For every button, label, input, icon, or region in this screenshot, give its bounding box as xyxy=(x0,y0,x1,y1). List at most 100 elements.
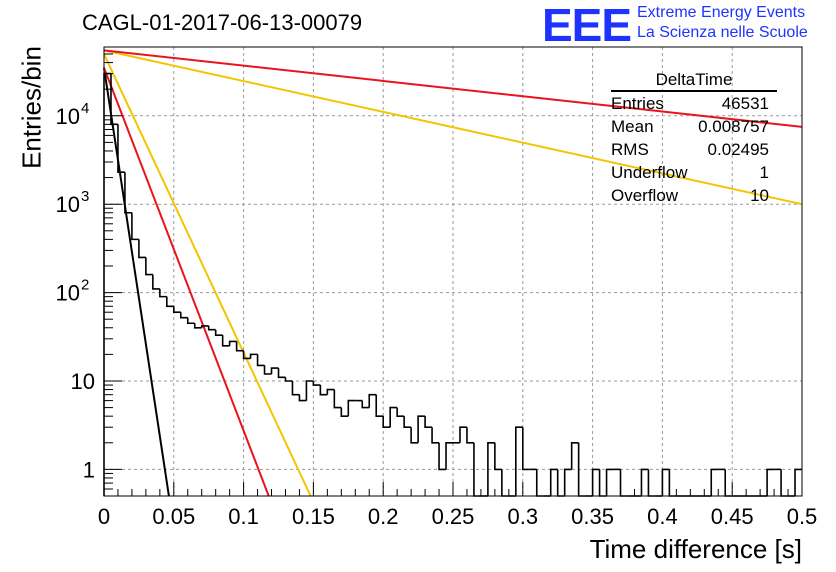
histogram-bin xyxy=(556,469,565,497)
histogram-bin xyxy=(619,469,628,497)
histogram-bin xyxy=(256,354,265,367)
y-tick-label: 10 xyxy=(56,281,80,306)
histogram-bin xyxy=(277,368,286,379)
y-tick-exponent: 4 xyxy=(81,100,89,117)
histogram-bin xyxy=(186,317,195,325)
fit-line xyxy=(103,49,803,206)
stats-row-entries: Entries 46531 xyxy=(611,92,777,115)
histogram-bin xyxy=(138,239,146,259)
stats-label: Underflow xyxy=(611,163,688,182)
stats-value: 0.008757 xyxy=(698,117,769,136)
stats-value: 1 xyxy=(759,163,769,182)
eee-logo: EEE xyxy=(542,0,632,51)
histogram-bin xyxy=(598,469,607,497)
y-tick-exponent: 3 xyxy=(81,188,89,205)
x-tick-label: 0.5 xyxy=(787,504,818,529)
histogram-bin xyxy=(535,469,544,497)
histogram-bin xyxy=(117,124,125,174)
histogram-bin xyxy=(563,468,572,496)
histogram-bin xyxy=(605,468,614,496)
stats-row-overflow: Overflow 10 xyxy=(611,184,777,207)
histogram-bin xyxy=(780,469,789,497)
histogram-bin xyxy=(375,394,384,417)
x-tick-label: 0.2 xyxy=(368,504,399,529)
histogram-bin xyxy=(179,312,188,319)
x-axis-label: Time difference [s] xyxy=(589,534,802,564)
stats-label: Overflow xyxy=(611,186,679,205)
fit-line xyxy=(103,67,170,497)
histogram-bin xyxy=(193,323,202,329)
histogram-bin xyxy=(200,325,209,328)
histogram-bin xyxy=(333,389,342,409)
x-tick-label: 0.25 xyxy=(432,504,475,529)
histogram-bin xyxy=(361,400,370,409)
fit-lines xyxy=(103,49,803,497)
y-tick-label: 10 xyxy=(56,192,80,217)
x-tick-label: 0.3 xyxy=(508,504,539,529)
histogram-bin xyxy=(647,469,656,497)
logo-line-1: Extreme Energy Events xyxy=(637,4,806,21)
stats-row-mean: Mean 0.008757 xyxy=(611,115,777,138)
stats-row-rms: RMS 0.02495 xyxy=(611,138,777,161)
histogram-bin xyxy=(417,415,426,443)
histogram-bin xyxy=(152,274,160,290)
histogram-bin xyxy=(221,335,230,347)
histogram-bin xyxy=(270,367,279,374)
histogram-bin xyxy=(382,416,391,429)
histogram-bin xyxy=(298,394,307,402)
histogram-bin xyxy=(207,325,216,331)
y-tick-label: 10 xyxy=(56,104,80,129)
histogram-bin xyxy=(403,416,412,429)
histogram-bin xyxy=(124,172,132,214)
histogram-bin xyxy=(710,468,719,496)
x-tick-label: 0.1 xyxy=(228,504,259,529)
histogram-bin xyxy=(312,380,321,386)
histogram-bin xyxy=(661,468,670,496)
x-tick-label: 0.35 xyxy=(571,504,614,529)
histogram-bin xyxy=(794,468,802,496)
histogram-bin xyxy=(494,442,502,471)
histogram-bin xyxy=(515,426,523,496)
histogram-bin xyxy=(668,469,677,497)
histogram-bin xyxy=(319,385,328,396)
histogram-bin xyxy=(438,442,447,471)
histogram-bin xyxy=(305,380,314,401)
y-tick-label: 1 xyxy=(83,457,95,482)
histogram-bin xyxy=(159,288,167,298)
histogram-bin xyxy=(522,427,530,471)
histogram-bin xyxy=(410,427,419,444)
x-tick-label: 0.05 xyxy=(152,504,195,529)
stats-box: DeltaTime Entries 46531 Mean 0.008757 RM… xyxy=(611,70,777,207)
y-tick-label: 10 xyxy=(71,369,95,394)
x-tick-label: 0 xyxy=(98,504,110,529)
histogram-bin xyxy=(145,257,153,276)
histogram-bin xyxy=(445,441,453,470)
stats-value: 0.02495 xyxy=(707,140,769,159)
histogram-bin xyxy=(766,468,775,496)
histogram-bin xyxy=(166,296,174,308)
fit-line xyxy=(103,67,270,497)
histogram-bin xyxy=(228,340,237,346)
histogram-bin xyxy=(340,407,349,417)
histogram-bin xyxy=(459,426,467,443)
histogram-bin xyxy=(466,427,474,444)
chart-title: CAGL-01-2017-06-13-00079 xyxy=(82,10,363,35)
histogram-bin xyxy=(570,441,579,470)
histogram-bin xyxy=(591,468,600,496)
y-axis-label: Entries/bin xyxy=(16,46,47,169)
histogram-bin xyxy=(424,416,433,429)
stats-title: DeltaTime xyxy=(611,70,777,92)
x-tick-label: 0.45 xyxy=(711,504,754,529)
histogram-bin xyxy=(249,353,258,359)
histogram-bin xyxy=(242,350,251,360)
histogram-bin xyxy=(389,406,398,428)
histogram-bin xyxy=(291,380,300,396)
stats-value: 10 xyxy=(750,186,769,205)
histogram-bin xyxy=(173,306,181,313)
histogram-bin xyxy=(396,407,405,417)
histogram-bin xyxy=(103,72,111,496)
histogram-bin xyxy=(235,341,244,352)
fit-line xyxy=(103,49,803,128)
